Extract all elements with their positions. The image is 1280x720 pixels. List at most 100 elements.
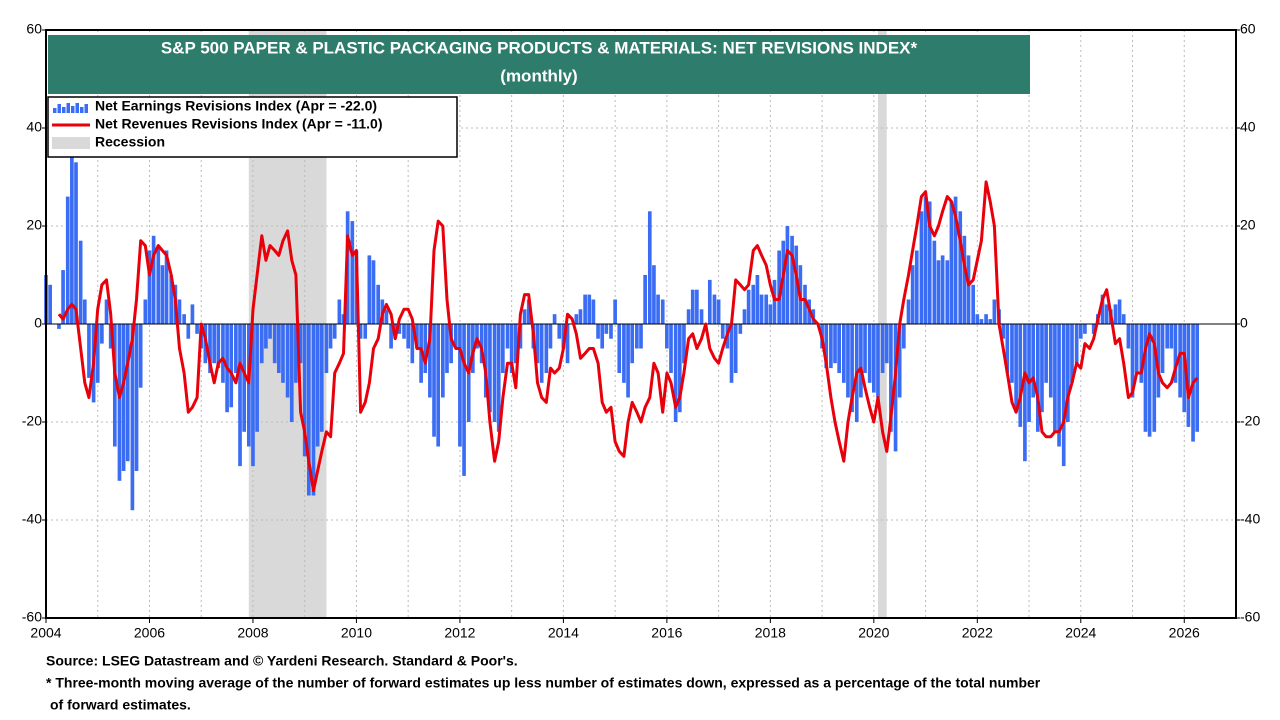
bar [479, 324, 484, 364]
bar [906, 299, 911, 324]
bar [505, 324, 510, 349]
y2-tick-label: -20 [1240, 413, 1260, 429]
bar [635, 324, 639, 349]
bar [298, 324, 303, 364]
bar [574, 314, 579, 324]
bar [350, 221, 355, 324]
legend-swatch [66, 103, 70, 113]
bar [156, 245, 161, 324]
x-tick-label: 2018 [755, 625, 786, 641]
bar [768, 304, 773, 324]
bar [617, 324, 622, 373]
bar [695, 289, 699, 324]
bar [923, 196, 928, 324]
bar [1147, 324, 1152, 437]
bar [1061, 324, 1066, 467]
bar [604, 324, 609, 334]
bar [764, 294, 769, 324]
bar [234, 324, 238, 373]
bar [1100, 294, 1105, 324]
y2-tick-label: 0 [1240, 315, 1248, 331]
bar [134, 324, 139, 471]
bar [78, 240, 83, 324]
bar [475, 324, 479, 349]
bar [1169, 324, 1174, 349]
bar [492, 324, 497, 422]
bar [630, 324, 635, 364]
bar [591, 299, 596, 324]
bar [583, 294, 587, 324]
bar [302, 324, 307, 457]
bar [539, 324, 544, 383]
bar [389, 324, 393, 349]
bar [652, 265, 656, 324]
bar [1044, 324, 1048, 383]
y2-tick-label: -40 [1240, 511, 1260, 527]
chart-title: S&P 500 PAPER & PLASTIC PACKAGING PRODUC… [161, 38, 918, 57]
bar [626, 324, 630, 398]
bar [1074, 324, 1079, 364]
x-tick-label: 2020 [858, 625, 889, 641]
bar [238, 324, 242, 467]
bar [121, 324, 126, 471]
y-tick-label: -20 [22, 413, 42, 429]
x-tick-label: 2026 [1169, 625, 1200, 641]
x-tick-label: 2016 [651, 625, 682, 641]
legend-swatch [80, 107, 84, 113]
bar [449, 324, 453, 364]
bar [208, 324, 212, 373]
bar [57, 324, 61, 329]
bar [307, 324, 311, 496]
bar [720, 324, 725, 339]
title-box [48, 35, 1030, 94]
bar [242, 324, 246, 432]
bar [212, 324, 216, 364]
bar [893, 324, 898, 452]
source-note: Source: LSEG Datastream and © Yardeni Re… [46, 653, 518, 669]
bar [859, 324, 863, 398]
bar [406, 324, 411, 349]
bar [87, 324, 91, 378]
bar [1031, 324, 1036, 398]
bar [324, 324, 329, 373]
bar [785, 226, 790, 324]
bar [311, 324, 316, 496]
bar [613, 299, 617, 324]
bar [164, 250, 169, 324]
bar [824, 324, 829, 369]
bar [1126, 324, 1131, 349]
bar [315, 324, 320, 447]
bar [221, 324, 225, 383]
bar [453, 324, 458, 349]
bar [272, 324, 277, 364]
footnote-cont: of forward estimates. [50, 697, 191, 713]
bar [578, 309, 583, 324]
bar [639, 324, 643, 349]
bar [1040, 324, 1044, 413]
bar [1078, 324, 1083, 339]
bar [910, 265, 915, 324]
bar [932, 240, 937, 324]
bar [699, 309, 704, 324]
bar [496, 324, 501, 432]
legend-swatch [57, 104, 61, 113]
bar [867, 324, 872, 383]
bar [777, 250, 781, 324]
bar [1023, 324, 1027, 462]
bar [216, 324, 221, 369]
bar [410, 324, 415, 364]
bar [897, 324, 902, 398]
bar [600, 324, 605, 349]
bar [790, 235, 794, 324]
bar [108, 324, 113, 349]
bar [552, 314, 557, 324]
bar [544, 324, 549, 373]
legend-label: Recession [95, 134, 165, 150]
bar [755, 275, 760, 324]
bar [548, 324, 553, 349]
bar [1178, 324, 1182, 398]
bar [501, 324, 505, 373]
bar [337, 299, 342, 324]
bar [1014, 324, 1018, 413]
bar [483, 324, 488, 398]
